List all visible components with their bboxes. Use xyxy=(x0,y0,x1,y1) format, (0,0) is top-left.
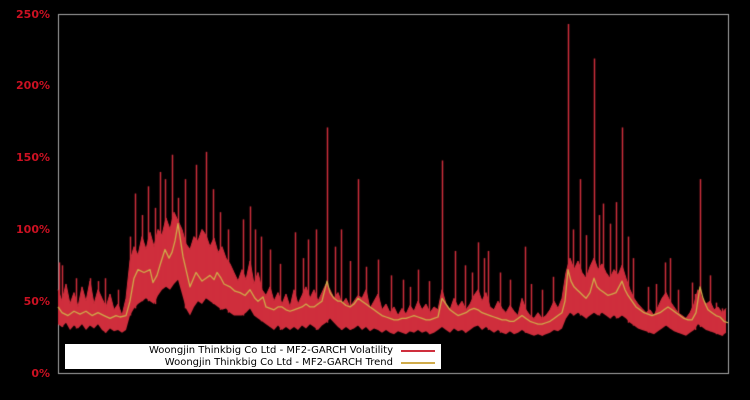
legend-item-trend: Woongjin Thinkbig Co Ltd - MF2-GARCH Tre… xyxy=(65,357,441,369)
y-tick-label-0: 0% xyxy=(31,366,50,380)
legend-label-volatility: Woongjin Thinkbig Co Ltd - MF2-GARCH Vol… xyxy=(148,344,393,356)
legend-item-volatility: Woongjin Thinkbig Co Ltd - MF2-GARCH Vol… xyxy=(65,345,441,357)
volatility-line-swatch xyxy=(401,349,435,352)
y-tick-label-150: 150% xyxy=(16,151,50,165)
y-tick-label-100: 100% xyxy=(16,222,50,236)
y-tick-label-50: 50% xyxy=(23,294,50,308)
legend-label-trend: Woongjin Thinkbig Co Ltd - MF2-GARCH Tre… xyxy=(164,356,393,368)
y-tick-label-250: 250% xyxy=(16,7,50,21)
y-tick-label-200: 200% xyxy=(16,79,50,93)
trend-line-swatch xyxy=(401,361,435,364)
legend-box: Woongjin Thinkbig Co Ltd - MF2-GARCH Vol… xyxy=(65,344,441,369)
